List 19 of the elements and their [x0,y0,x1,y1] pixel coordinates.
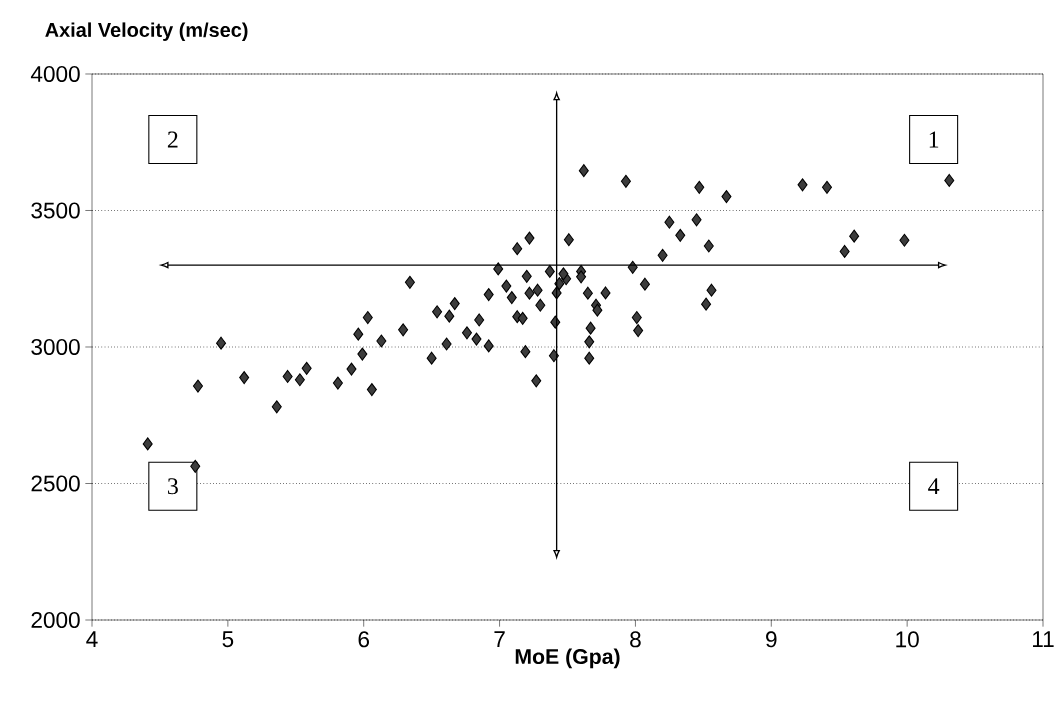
x-tick-label: 6 [358,631,369,648]
y-tick-label: 2500 [31,475,80,492]
x-tick-label: 11 [1033,631,1054,647]
x-axis-title: MoE (Gpa) [515,648,620,669]
y-tick-label: 3000 [31,339,80,355]
y-tick-label: 3500 [31,202,80,219]
y-tick-label: 2000 [31,612,80,628]
x-tick-label: 4 [86,631,98,647]
annotation: 3 [168,478,178,495]
y-axis-title: Axial Velocity (m/sec) [45,22,248,41]
x-tick-label: 9 [766,631,777,648]
x-tick-label: 5 [222,631,234,648]
x-tick-label: 10 [896,631,919,648]
annotation: 4 [928,478,940,495]
annotation: 2 [167,131,178,148]
annotation: 1 [929,131,939,148]
x-tick-label: 8 [630,631,641,648]
x-tick-label: 7 [494,631,505,647]
y-tick-label: 4000 [30,66,80,82]
